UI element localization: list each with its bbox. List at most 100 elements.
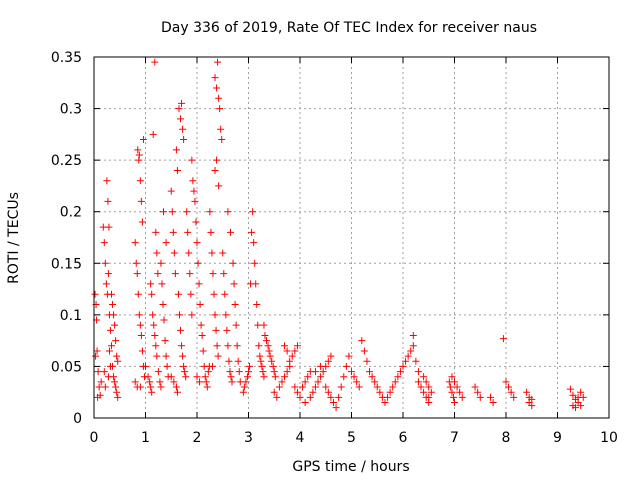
data-point — [100, 239, 108, 247]
x-tick-label: 10 — [600, 430, 618, 446]
data-point — [220, 270, 228, 278]
data-point — [204, 368, 212, 376]
data-point — [340, 373, 348, 381]
data-point — [202, 378, 210, 386]
data-point — [269, 362, 277, 370]
x-tick-labels: 0 1 2 3 4 5 6 7 8 9 10 — [90, 430, 618, 446]
data-point — [577, 388, 585, 396]
data-point — [184, 228, 192, 236]
data-point — [224, 342, 232, 350]
data-point — [170, 378, 178, 386]
data-point — [456, 388, 464, 396]
data-point — [104, 373, 112, 381]
data-point — [425, 393, 433, 401]
y-tick-label: 0.1 — [60, 308, 82, 324]
data-point — [342, 362, 350, 370]
data-point — [270, 388, 278, 396]
data-point — [257, 357, 265, 365]
data-point — [311, 383, 319, 391]
data-point — [146, 378, 154, 386]
data-point — [91, 290, 99, 298]
data-point — [162, 352, 170, 360]
data-point — [185, 249, 193, 257]
data-point — [168, 208, 176, 216]
data-point — [286, 357, 294, 365]
data-point — [196, 378, 204, 386]
data-point — [138, 347, 146, 355]
data-point — [228, 378, 236, 386]
data-point — [363, 357, 371, 365]
data-point — [211, 74, 219, 82]
x-tick-label: 5 — [347, 430, 356, 446]
data-point — [100, 368, 108, 376]
data-point — [281, 373, 289, 381]
data-point — [135, 156, 143, 164]
data-point — [144, 373, 152, 381]
data-point — [94, 393, 102, 401]
data-point — [183, 208, 191, 216]
data-point — [133, 270, 141, 278]
x-tick-label: 1 — [141, 430, 150, 446]
data-points — [91, 58, 587, 412]
y-tick-label: 0.15 — [51, 256, 82, 272]
data-point — [327, 393, 335, 401]
data-point — [210, 290, 218, 298]
data-point — [449, 393, 457, 401]
data-point — [101, 383, 109, 391]
data-point — [227, 373, 235, 381]
data-point — [427, 388, 435, 396]
data-point — [322, 383, 330, 391]
data-point — [104, 197, 112, 205]
chart-title: Day 336 of 2019, Rate Of TEC Index for r… — [161, 20, 537, 36]
data-point — [249, 208, 257, 216]
data-point — [178, 342, 186, 350]
data-point — [283, 347, 291, 355]
data-point — [261, 331, 269, 339]
data-point — [235, 368, 243, 376]
data-point — [136, 321, 144, 329]
data-point — [260, 373, 268, 381]
data-point — [153, 352, 161, 360]
data-point — [206, 208, 214, 216]
data-point — [148, 388, 156, 396]
data-point — [163, 362, 171, 370]
data-point — [152, 228, 160, 236]
data-point — [142, 362, 149, 370]
data-point — [114, 393, 122, 401]
x-tick-label: 2 — [193, 430, 202, 446]
data-point — [193, 239, 201, 247]
data-point — [95, 383, 103, 391]
x-tick-label: 9 — [553, 430, 562, 446]
data-point — [268, 357, 276, 365]
data-point — [476, 393, 484, 401]
data-point — [324, 388, 332, 396]
data-point — [167, 187, 175, 195]
data-point — [242, 378, 250, 386]
data-point — [139, 136, 147, 144]
data-point — [160, 208, 168, 216]
data-point — [301, 399, 309, 407]
data-point — [101, 259, 109, 267]
data-point — [389, 383, 397, 391]
data-point — [386, 388, 394, 396]
data-point — [368, 373, 376, 381]
data-point — [106, 326, 114, 334]
data-point — [348, 368, 355, 376]
data-point — [214, 352, 222, 360]
data-point — [171, 270, 179, 278]
data-point — [157, 259, 165, 267]
data-point — [97, 378, 105, 386]
axis-ticks — [93, 56, 610, 419]
data-point — [229, 259, 237, 267]
data-point — [232, 321, 240, 329]
data-point — [195, 280, 203, 288]
data-point — [167, 373, 175, 381]
data-point — [180, 136, 188, 144]
data-point — [170, 249, 178, 257]
data-point — [132, 259, 140, 267]
data-point — [215, 182, 223, 190]
data-point — [250, 239, 258, 247]
data-point — [137, 197, 145, 205]
data-point — [278, 378, 286, 386]
data-point — [243, 373, 251, 381]
